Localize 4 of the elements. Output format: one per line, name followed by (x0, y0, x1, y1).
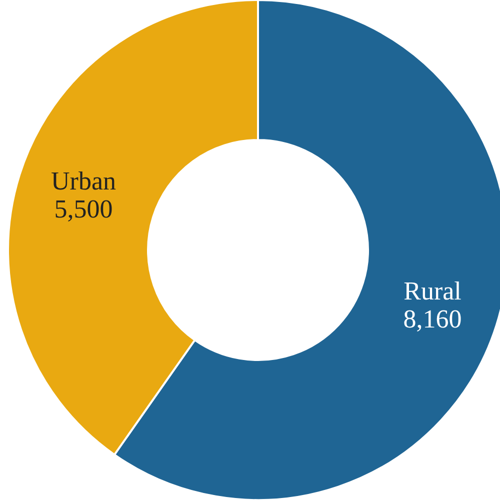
slice-label: Urban (51, 166, 116, 196)
data-label: 8,160 (403, 304, 462, 334)
slice-label: Rural (404, 276, 462, 306)
data-label: 5,500 (54, 194, 113, 224)
